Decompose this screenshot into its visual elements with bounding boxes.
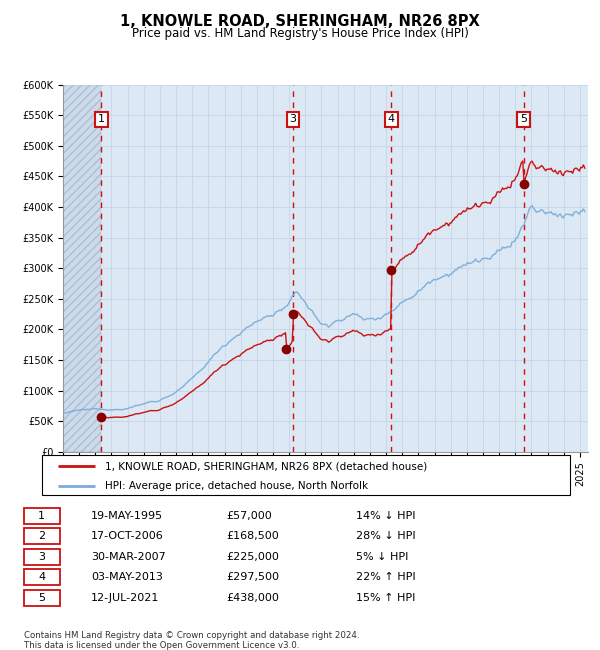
Text: 1: 1 <box>38 511 45 521</box>
FancyBboxPatch shape <box>23 590 60 606</box>
Text: 19-MAY-1995: 19-MAY-1995 <box>91 511 163 521</box>
FancyBboxPatch shape <box>23 549 60 565</box>
Text: 17-OCT-2006: 17-OCT-2006 <box>91 531 164 541</box>
Text: 3: 3 <box>290 114 296 124</box>
Text: 4: 4 <box>388 114 395 124</box>
Text: £225,000: £225,000 <box>227 552 280 562</box>
Text: £168,500: £168,500 <box>227 531 280 541</box>
Text: 30-MAR-2007: 30-MAR-2007 <box>91 552 166 562</box>
Text: Contains HM Land Registry data © Crown copyright and database right 2024.
This d: Contains HM Land Registry data © Crown c… <box>24 630 359 650</box>
Text: HPI: Average price, detached house, North Norfolk: HPI: Average price, detached house, Nort… <box>106 480 368 491</box>
Text: £438,000: £438,000 <box>227 593 280 603</box>
Text: 28% ↓ HPI: 28% ↓ HPI <box>356 531 416 541</box>
Bar <box>63 84 101 452</box>
Text: 5: 5 <box>38 593 45 603</box>
Text: 4: 4 <box>38 572 45 582</box>
Text: 12-JUL-2021: 12-JUL-2021 <box>91 593 160 603</box>
Text: 15% ↑ HPI: 15% ↑ HPI <box>356 593 416 603</box>
Text: £57,000: £57,000 <box>227 511 272 521</box>
FancyBboxPatch shape <box>23 508 60 524</box>
Text: Price paid vs. HM Land Registry's House Price Index (HPI): Price paid vs. HM Land Registry's House … <box>131 27 469 40</box>
Text: 1, KNOWLE ROAD, SHERINGHAM, NR26 8PX (detached house): 1, KNOWLE ROAD, SHERINGHAM, NR26 8PX (de… <box>106 462 428 471</box>
Text: 5% ↓ HPI: 5% ↓ HPI <box>356 552 409 562</box>
Text: 5: 5 <box>520 114 527 124</box>
Text: £297,500: £297,500 <box>227 572 280 582</box>
Text: 1: 1 <box>98 114 105 124</box>
Text: 14% ↓ HPI: 14% ↓ HPI <box>356 511 416 521</box>
Text: 22% ↑ HPI: 22% ↑ HPI <box>356 572 416 582</box>
FancyBboxPatch shape <box>23 569 60 585</box>
FancyBboxPatch shape <box>42 455 570 495</box>
Text: 2: 2 <box>38 531 45 541</box>
Text: 3: 3 <box>38 552 45 562</box>
Text: 03-MAY-2013: 03-MAY-2013 <box>91 572 163 582</box>
Text: 1, KNOWLE ROAD, SHERINGHAM, NR26 8PX: 1, KNOWLE ROAD, SHERINGHAM, NR26 8PX <box>120 14 480 29</box>
FancyBboxPatch shape <box>23 528 60 544</box>
